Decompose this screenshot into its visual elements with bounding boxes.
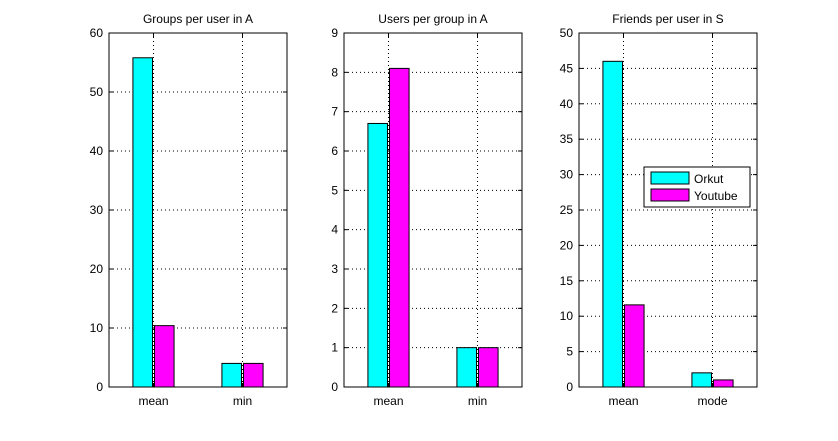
bar-orkut-min <box>456 347 478 388</box>
y-tick-label: 50 <box>90 85 104 99</box>
y-tick-label: 0 <box>96 380 103 394</box>
y-tick-label: 9 <box>331 26 338 40</box>
bar-youtube-mode <box>713 379 734 388</box>
legend-label-orkut: Orkut <box>694 172 724 186</box>
bar-orkut-min <box>221 362 242 388</box>
x-tick-label: mode <box>697 394 727 408</box>
y-tick-label: 0 <box>331 380 338 394</box>
axes-box <box>343 32 523 388</box>
chart-panel-3: 0 5 10 15 20 25 30 35 40 45 50 mean mode Friends per … <box>560 12 758 408</box>
y-tick-label: 3 <box>331 262 338 276</box>
chart-panel-1: 0 10 20 30 40 50 60 mean min Groups per user in A <box>90 12 288 408</box>
bar-orkut-mean <box>602 60 623 388</box>
y-tick-label: 30 <box>90 203 104 217</box>
y-tick-label: 8 <box>331 65 338 79</box>
bar-youtube-min <box>478 347 499 388</box>
y-tick-label: 6 <box>331 144 338 158</box>
legend: Orkut Youtube <box>643 166 751 208</box>
bar-youtube-mean <box>154 325 175 388</box>
y-tick-label: 20 <box>90 262 104 276</box>
bar-orkut-mean <box>367 122 389 388</box>
x-tick-label: mean <box>373 394 403 408</box>
y-tick-label: 15 <box>560 274 574 288</box>
bar-youtube-min <box>243 362 264 388</box>
y-tick-label: 30 <box>560 168 574 182</box>
y-tick-label: 7 <box>331 105 338 119</box>
chart-title: Friends per user in S <box>612 12 723 26</box>
x-tick-label: mean <box>608 394 638 408</box>
chart-panel-2: 0 1 2 3 4 5 6 7 8 9 mean min Users per group in A <box>331 12 523 408</box>
legend-swatch-orkut <box>650 171 690 185</box>
y-tick-label: 20 <box>560 238 574 252</box>
y-tick-label: 40 <box>560 97 574 111</box>
chart-title: Groups per user in A <box>143 12 253 26</box>
y-tick-label: 10 <box>90 321 104 335</box>
y-tick-label: 2 <box>331 301 338 315</box>
bar-orkut-mean <box>132 57 153 388</box>
y-tick-label: 60 <box>90 26 104 40</box>
y-tick-label: 45 <box>560 61 574 75</box>
x-tick-label: min <box>233 394 252 408</box>
y-tick-label: 4 <box>331 223 338 237</box>
bar-youtube-mean <box>389 67 410 388</box>
legend-label-youtube: Youtube <box>694 189 738 203</box>
y-tick-label: 35 <box>560 132 574 146</box>
chart-title: Users per group in A <box>378 12 487 26</box>
y-tick-label: 5 <box>331 183 338 197</box>
y-tick-label: 25 <box>560 203 574 217</box>
x-tick-label: min <box>468 394 487 408</box>
y-tick-label: 50 <box>560 26 574 40</box>
legend-swatch-youtube <box>650 188 690 202</box>
y-tick-label: 5 <box>566 345 573 359</box>
x-tick-label: mean <box>138 394 168 408</box>
bar-orkut-mode <box>691 372 712 388</box>
y-tick-label: 40 <box>90 144 104 158</box>
y-tick-label: 1 <box>331 341 338 355</box>
y-tick-label: 0 <box>566 380 573 394</box>
y-tick-label: 10 <box>560 309 574 323</box>
bar-youtube-mean <box>624 304 645 388</box>
